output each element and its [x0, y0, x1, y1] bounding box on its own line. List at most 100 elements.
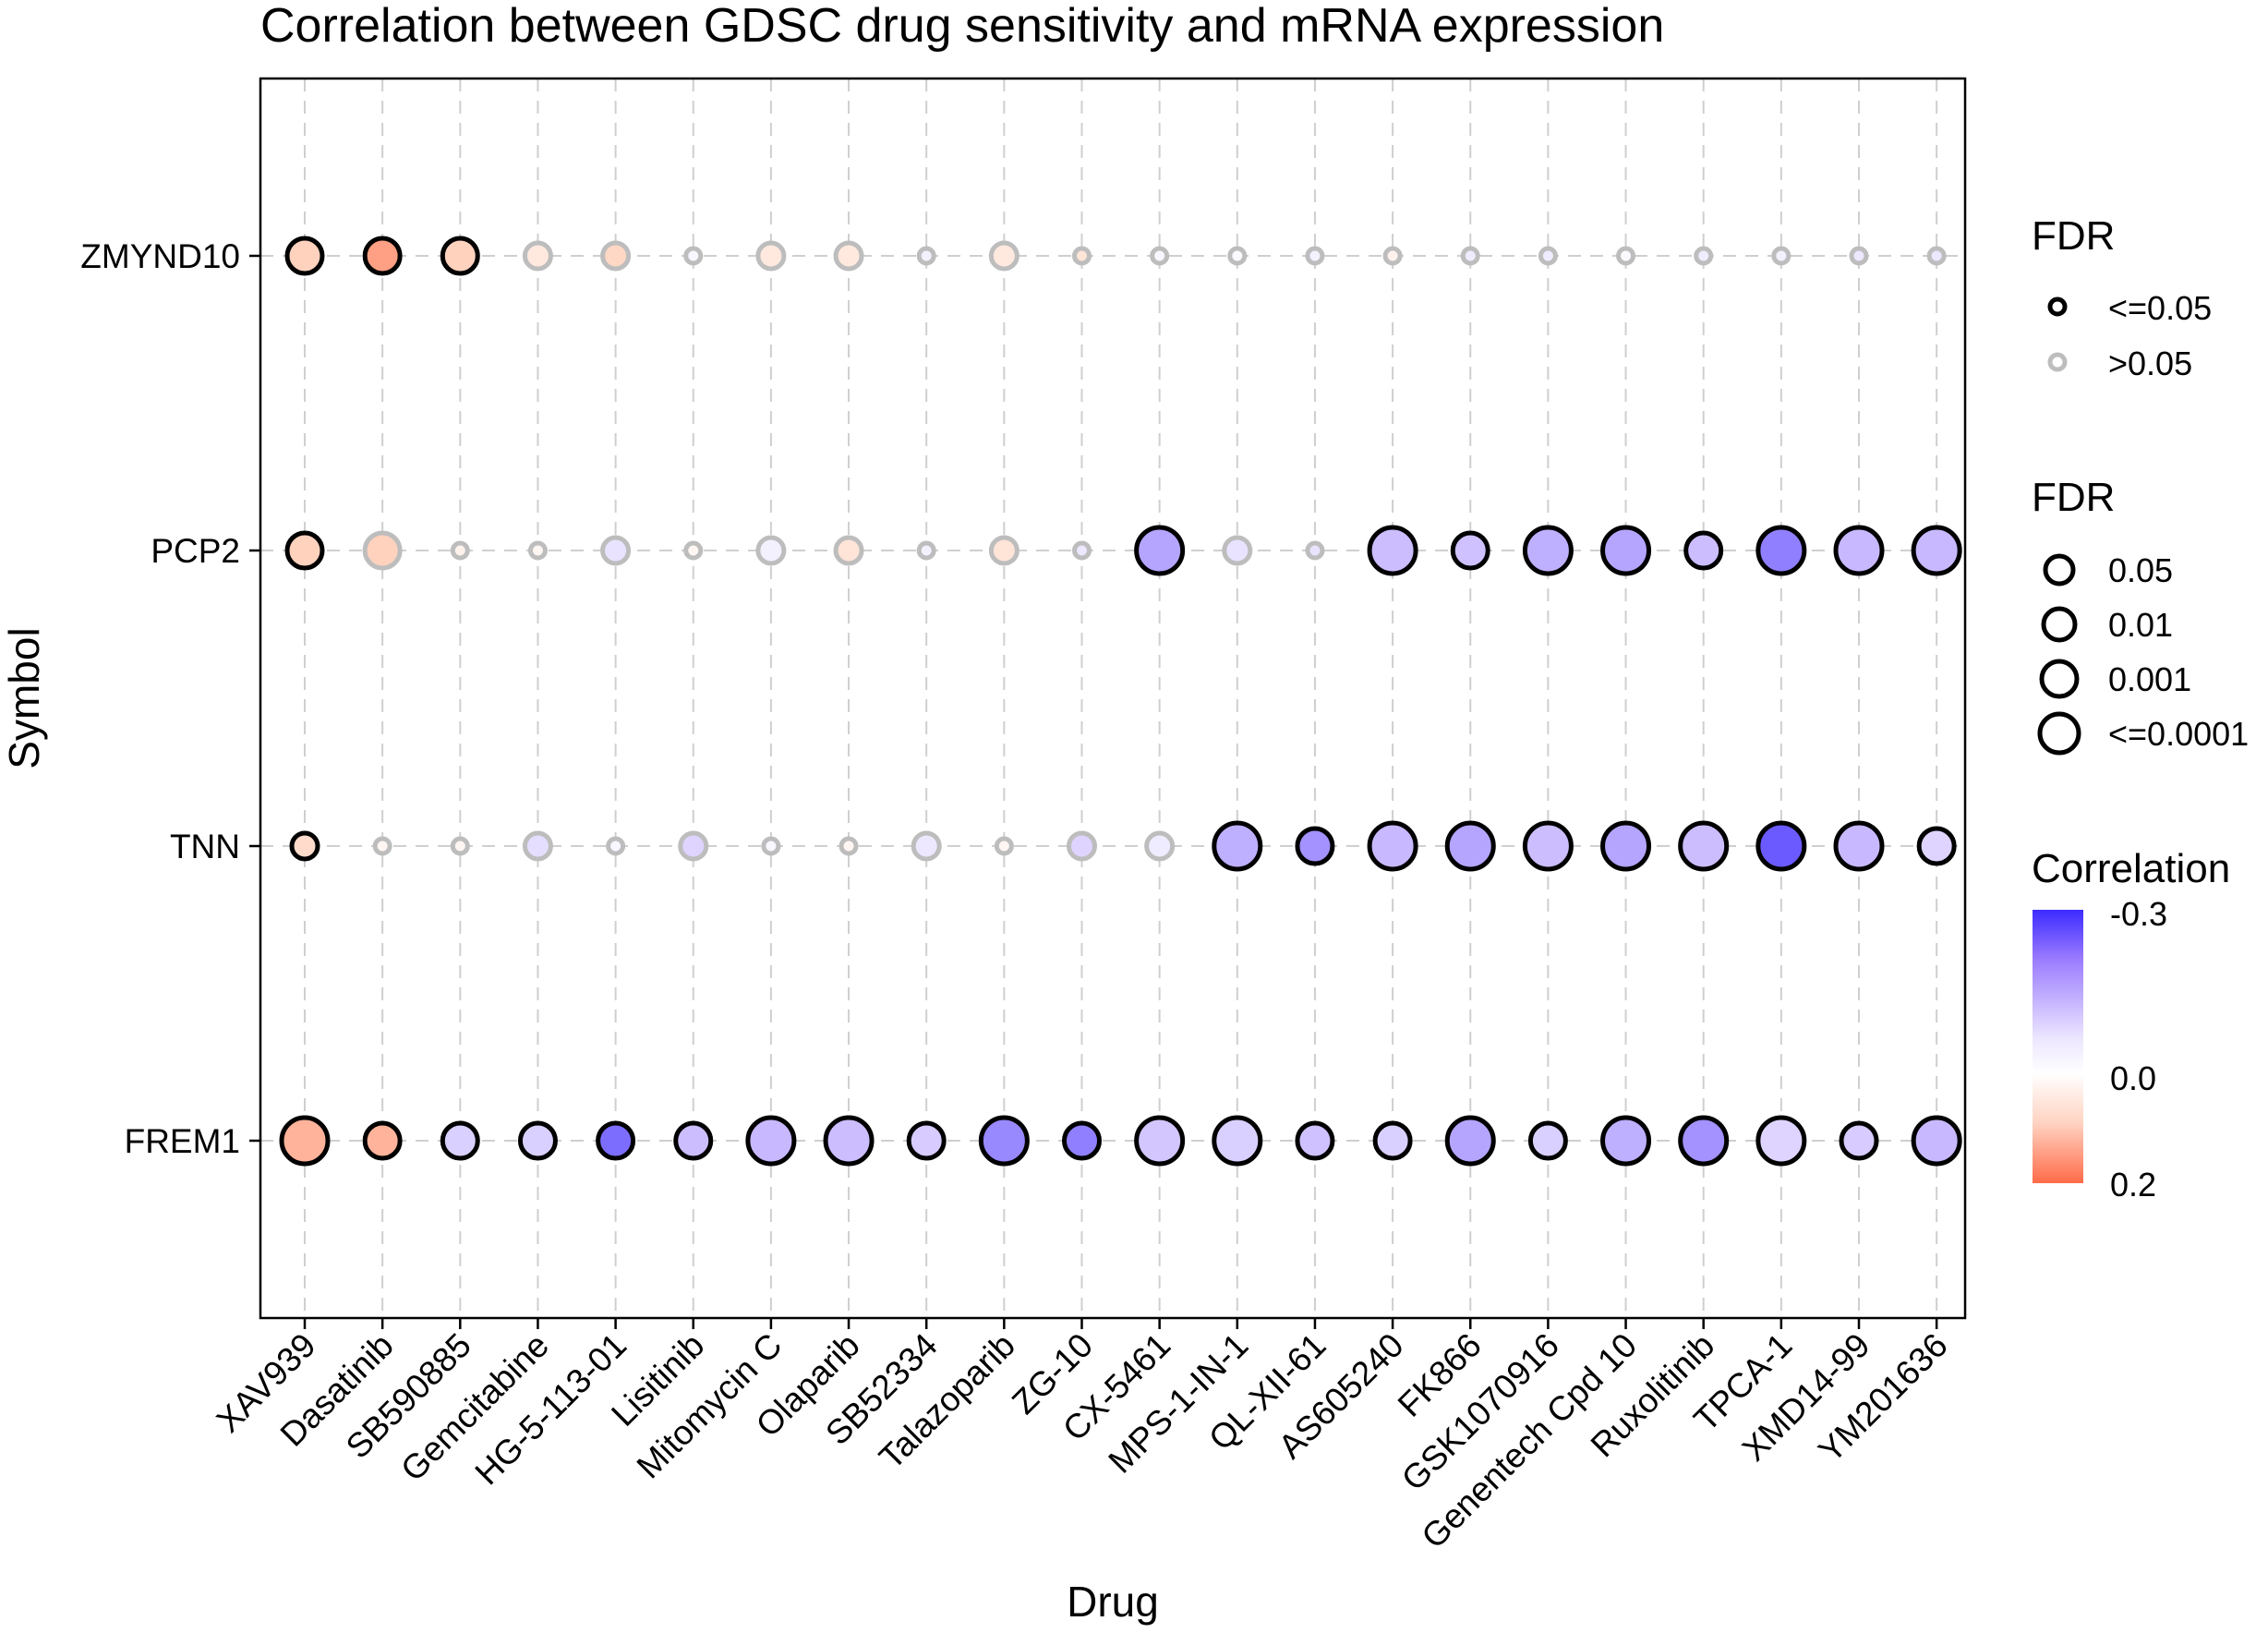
- colorbar-tick-label-min: -0.3: [2110, 895, 2167, 933]
- data-point-zmynd10-18: [1694, 246, 1714, 266]
- legend-significant-marker: [2047, 296, 2068, 317]
- data-point-frem1-20: [1839, 1120, 1879, 1161]
- data-point-tnn-13: [1295, 826, 1335, 866]
- data-point-tnn-10: [1067, 830, 1097, 862]
- data-point-pcp2-0: [284, 530, 325, 571]
- data-point-pcp2-10: [1072, 540, 1092, 561]
- data-point-frem1-8: [906, 1120, 947, 1161]
- data-point-frem1-7: [823, 1115, 875, 1167]
- data-point-pcp2-5: [683, 540, 704, 561]
- data-point-tnn-7: [838, 836, 859, 856]
- data-point-frem1-1: [362, 1120, 403, 1161]
- data-point-frem1-15: [1444, 1115, 1496, 1167]
- data-point-pcp2-14: [1367, 525, 1418, 576]
- data-point-zmynd10-1: [362, 236, 403, 276]
- data-point-frem1-3: [517, 1120, 558, 1161]
- data-point-tnn-21: [1916, 826, 1957, 866]
- data-point-tnn-0: [289, 830, 320, 862]
- data-point-tnn-12: [1212, 820, 1263, 872]
- data-point-frem1-18: [1678, 1115, 1730, 1167]
- data-point-frem1-12: [1212, 1115, 1263, 1167]
- data-point-pcp2-19: [1755, 525, 1807, 576]
- legend-size-label-2: 0.01: [2108, 606, 2173, 644]
- data-point-pcp2-20: [1833, 525, 1885, 576]
- data-point-zmynd10-7: [833, 240, 864, 272]
- data-point-zmynd10-6: [755, 240, 787, 272]
- data-point-zmynd10-2: [440, 236, 480, 276]
- data-point-tnn-8: [911, 830, 942, 862]
- y-tick-labels: ZMYND10 PCP2 TNN FREM1: [80, 237, 240, 1160]
- colorbar-tick-label-zero: 0.0: [2110, 1059, 2156, 1097]
- data-point-zmynd10-15: [1460, 246, 1480, 266]
- y-tick-label: ZMYND10: [80, 237, 240, 275]
- data-point-frem1-13: [1295, 1120, 1335, 1161]
- data-point-zmynd10-19: [1771, 246, 1791, 266]
- legend-correlation-title: Correlation: [2032, 846, 2230, 891]
- data-point-zmynd10-8: [916, 246, 936, 266]
- data-point-frem1-6: [745, 1115, 797, 1167]
- legend-size-marker-3: [2039, 659, 2080, 699]
- data-point-frem1-14: [1372, 1120, 1413, 1161]
- legend-nonsignificant-marker: [2047, 352, 2068, 372]
- data-point-pcp2-2: [450, 540, 470, 561]
- data-point-frem1-11: [1134, 1115, 1186, 1167]
- legend-size-marker-1: [2043, 553, 2076, 587]
- data-point-frem1-5: [673, 1120, 714, 1161]
- correlation-colorbar: [2033, 910, 2083, 1183]
- y-axis-title: Symbol: [0, 627, 48, 768]
- data-point-pcp2-9: [988, 535, 1019, 566]
- data-point-tnn-2: [450, 836, 470, 856]
- data-point-zmynd10-3: [522, 240, 553, 272]
- data-point-frem1-21: [1911, 1115, 1962, 1167]
- legend-significant-label: <=0.05: [2108, 289, 2212, 327]
- data-point-frem1-16: [1527, 1120, 1568, 1161]
- data-point-pcp2-15: [1450, 530, 1490, 571]
- data-point-zmynd10-16: [1538, 246, 1558, 266]
- data-point-frem1-10: [1062, 1120, 1102, 1161]
- data-point-zmynd10-11: [1150, 246, 1170, 266]
- plot-panel: [259, 77, 1967, 1320]
- legend-size-label-1: 0.05: [2108, 551, 2173, 589]
- data-point-pcp2-17: [1600, 525, 1652, 576]
- data-point-zmynd10-14: [1382, 246, 1403, 266]
- y-tick-label: PCP2: [151, 532, 240, 570]
- legend-nonsignificant-label: >0.05: [2108, 345, 2192, 382]
- legend-fdr-significance: FDR <=0.05 >0.05: [2032, 213, 2212, 382]
- data-point-pcp2-18: [1683, 530, 1724, 571]
- data-point-zmynd10-21: [1926, 246, 1947, 266]
- data-point-zmynd10-10: [1072, 246, 1092, 266]
- y-tick-label: TNN: [170, 828, 240, 865]
- data-point-frem1-0: [279, 1115, 331, 1167]
- data-point-tnn-3: [522, 830, 553, 862]
- legend-fdr-color-title: FDR: [2032, 213, 2115, 259]
- data-point-tnn-18: [1678, 820, 1730, 872]
- legend-size-label-4: <=0.0001: [2108, 715, 2249, 753]
- data-point-pcp2-1: [362, 530, 403, 571]
- data-point-pcp2-6: [755, 535, 787, 566]
- data-point-zmynd10-4: [600, 240, 632, 272]
- ticks-layer: [249, 254, 1938, 1329]
- data-point-frem1-2: [440, 1120, 480, 1161]
- data-point-tnn-4: [606, 836, 626, 856]
- data-point-pcp2-16: [1522, 525, 1574, 576]
- y-tick-label: FREM1: [125, 1122, 240, 1160]
- data-point-zmynd10-17: [1616, 246, 1636, 266]
- data-point-pcp2-8: [916, 540, 936, 561]
- legend-size-marker-2: [2041, 606, 2078, 643]
- legend-size-marker-4: [2037, 711, 2081, 756]
- data-point-pcp2-13: [1305, 540, 1325, 561]
- data-point-tnn-11: [1144, 830, 1176, 862]
- legend-size-label-3: 0.001: [2108, 660, 2191, 698]
- chart-title: Correlation between GDSC drug sensitivit…: [260, 0, 1664, 53]
- legend-fdr-size-title: FDR: [2032, 475, 2115, 520]
- data-point-frem1-4: [596, 1120, 636, 1161]
- legend-fdr-size: FDR 0.05 0.01 0.001 <=0.0001: [2032, 475, 2249, 756]
- data-point-tnn-15: [1444, 820, 1496, 872]
- data-point-pcp2-7: [833, 535, 864, 566]
- data-point-zmynd10-0: [284, 236, 325, 276]
- legend-correlation: Correlation -0.3 0.0 0.2: [2032, 846, 2230, 1204]
- x-tick-labels: XAV939DasatinibSB590885GemcitabineHG-5-1…: [210, 1326, 1955, 1556]
- data-point-pcp2-3: [527, 540, 548, 561]
- x-axis-title: Drug: [1067, 1578, 1159, 1626]
- data-point-zmynd10-9: [988, 240, 1019, 272]
